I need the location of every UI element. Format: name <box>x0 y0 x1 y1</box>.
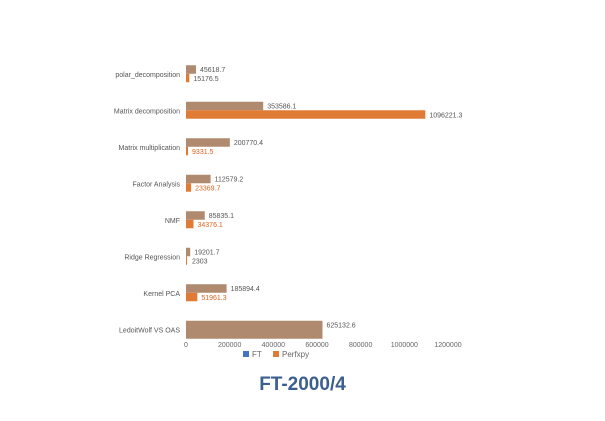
bar-ft <box>186 284 227 293</box>
data-label-ft: 185894.4 <box>231 286 260 293</box>
legend-label-perfxpy: Perfxpy <box>282 350 309 359</box>
data-label-perfxpy: 9331.5 <box>192 149 214 156</box>
x-tick-label: 600000 <box>305 342 328 349</box>
bar-ft <box>186 211 205 220</box>
bar-ft <box>186 247 191 257</box>
x-tick-label: 1200000 <box>434 342 461 349</box>
bar-perfxpy <box>186 219 194 229</box>
bar-perfxpy <box>186 110 426 119</box>
x-tick-label: 800000 <box>349 342 372 349</box>
bar-ft <box>186 65 196 74</box>
bar-perfxpy <box>186 292 198 302</box>
legend-swatch-perfxpy <box>273 351 279 357</box>
bar-perfxpy <box>186 256 187 265</box>
data-label-ft: 19201.7 <box>194 249 219 256</box>
bar-ft <box>186 174 211 184</box>
data-label-perfxpy: 51961.3 <box>201 295 226 302</box>
category-label: Factor Analysis <box>133 181 181 188</box>
chart-title: FT-2000/4 <box>259 374 346 395</box>
x-tick-label: 1000000 <box>391 342 418 349</box>
category-label: polar_decomposition <box>115 72 180 79</box>
data-label-perfxpy: 15176.5 <box>193 76 218 83</box>
bar-ft <box>186 138 230 147</box>
data-label-perfxpy: 1096221.3 <box>429 112 462 119</box>
data-label-ft: 85835.1 <box>209 213 234 220</box>
bar-ft <box>186 320 323 339</box>
bar-perfxpy <box>186 183 192 192</box>
data-label-ft: 112579.2 <box>215 176 244 183</box>
data-label-ft: 625132.6 <box>326 322 355 329</box>
data-label-ft: 45618.7 <box>200 67 225 74</box>
bar-perfxpy <box>186 73 190 83</box>
category-label: Ridge Regression <box>124 254 180 261</box>
data-label-perfxpy: 23369.7 <box>195 185 220 192</box>
bar-ft <box>186 101 264 111</box>
data-label-perfxpy: 2303 <box>192 258 208 265</box>
category-label: Kernel PCA <box>143 291 180 298</box>
data-label-perfxpy: 34376.1 <box>198 222 223 229</box>
category-label: NMF <box>165 218 180 225</box>
data-label-ft: 200770.4 <box>234 140 263 147</box>
category-label: Matrix multiplication <box>119 145 181 152</box>
bar-perfxpy <box>186 146 189 156</box>
data-label-ft: 353586.1 <box>267 103 296 110</box>
category-label: LedoitWolf VS OAS <box>119 327 180 334</box>
legend-swatch-ft <box>243 351 249 357</box>
x-tick-label: 400000 <box>262 342 285 349</box>
category-label: Matrix decomposition <box>114 108 180 115</box>
x-tick-label: 200000 <box>218 342 241 349</box>
x-tick-label: 0 <box>184 342 188 349</box>
legend-label-ft: FT <box>252 350 262 359</box>
